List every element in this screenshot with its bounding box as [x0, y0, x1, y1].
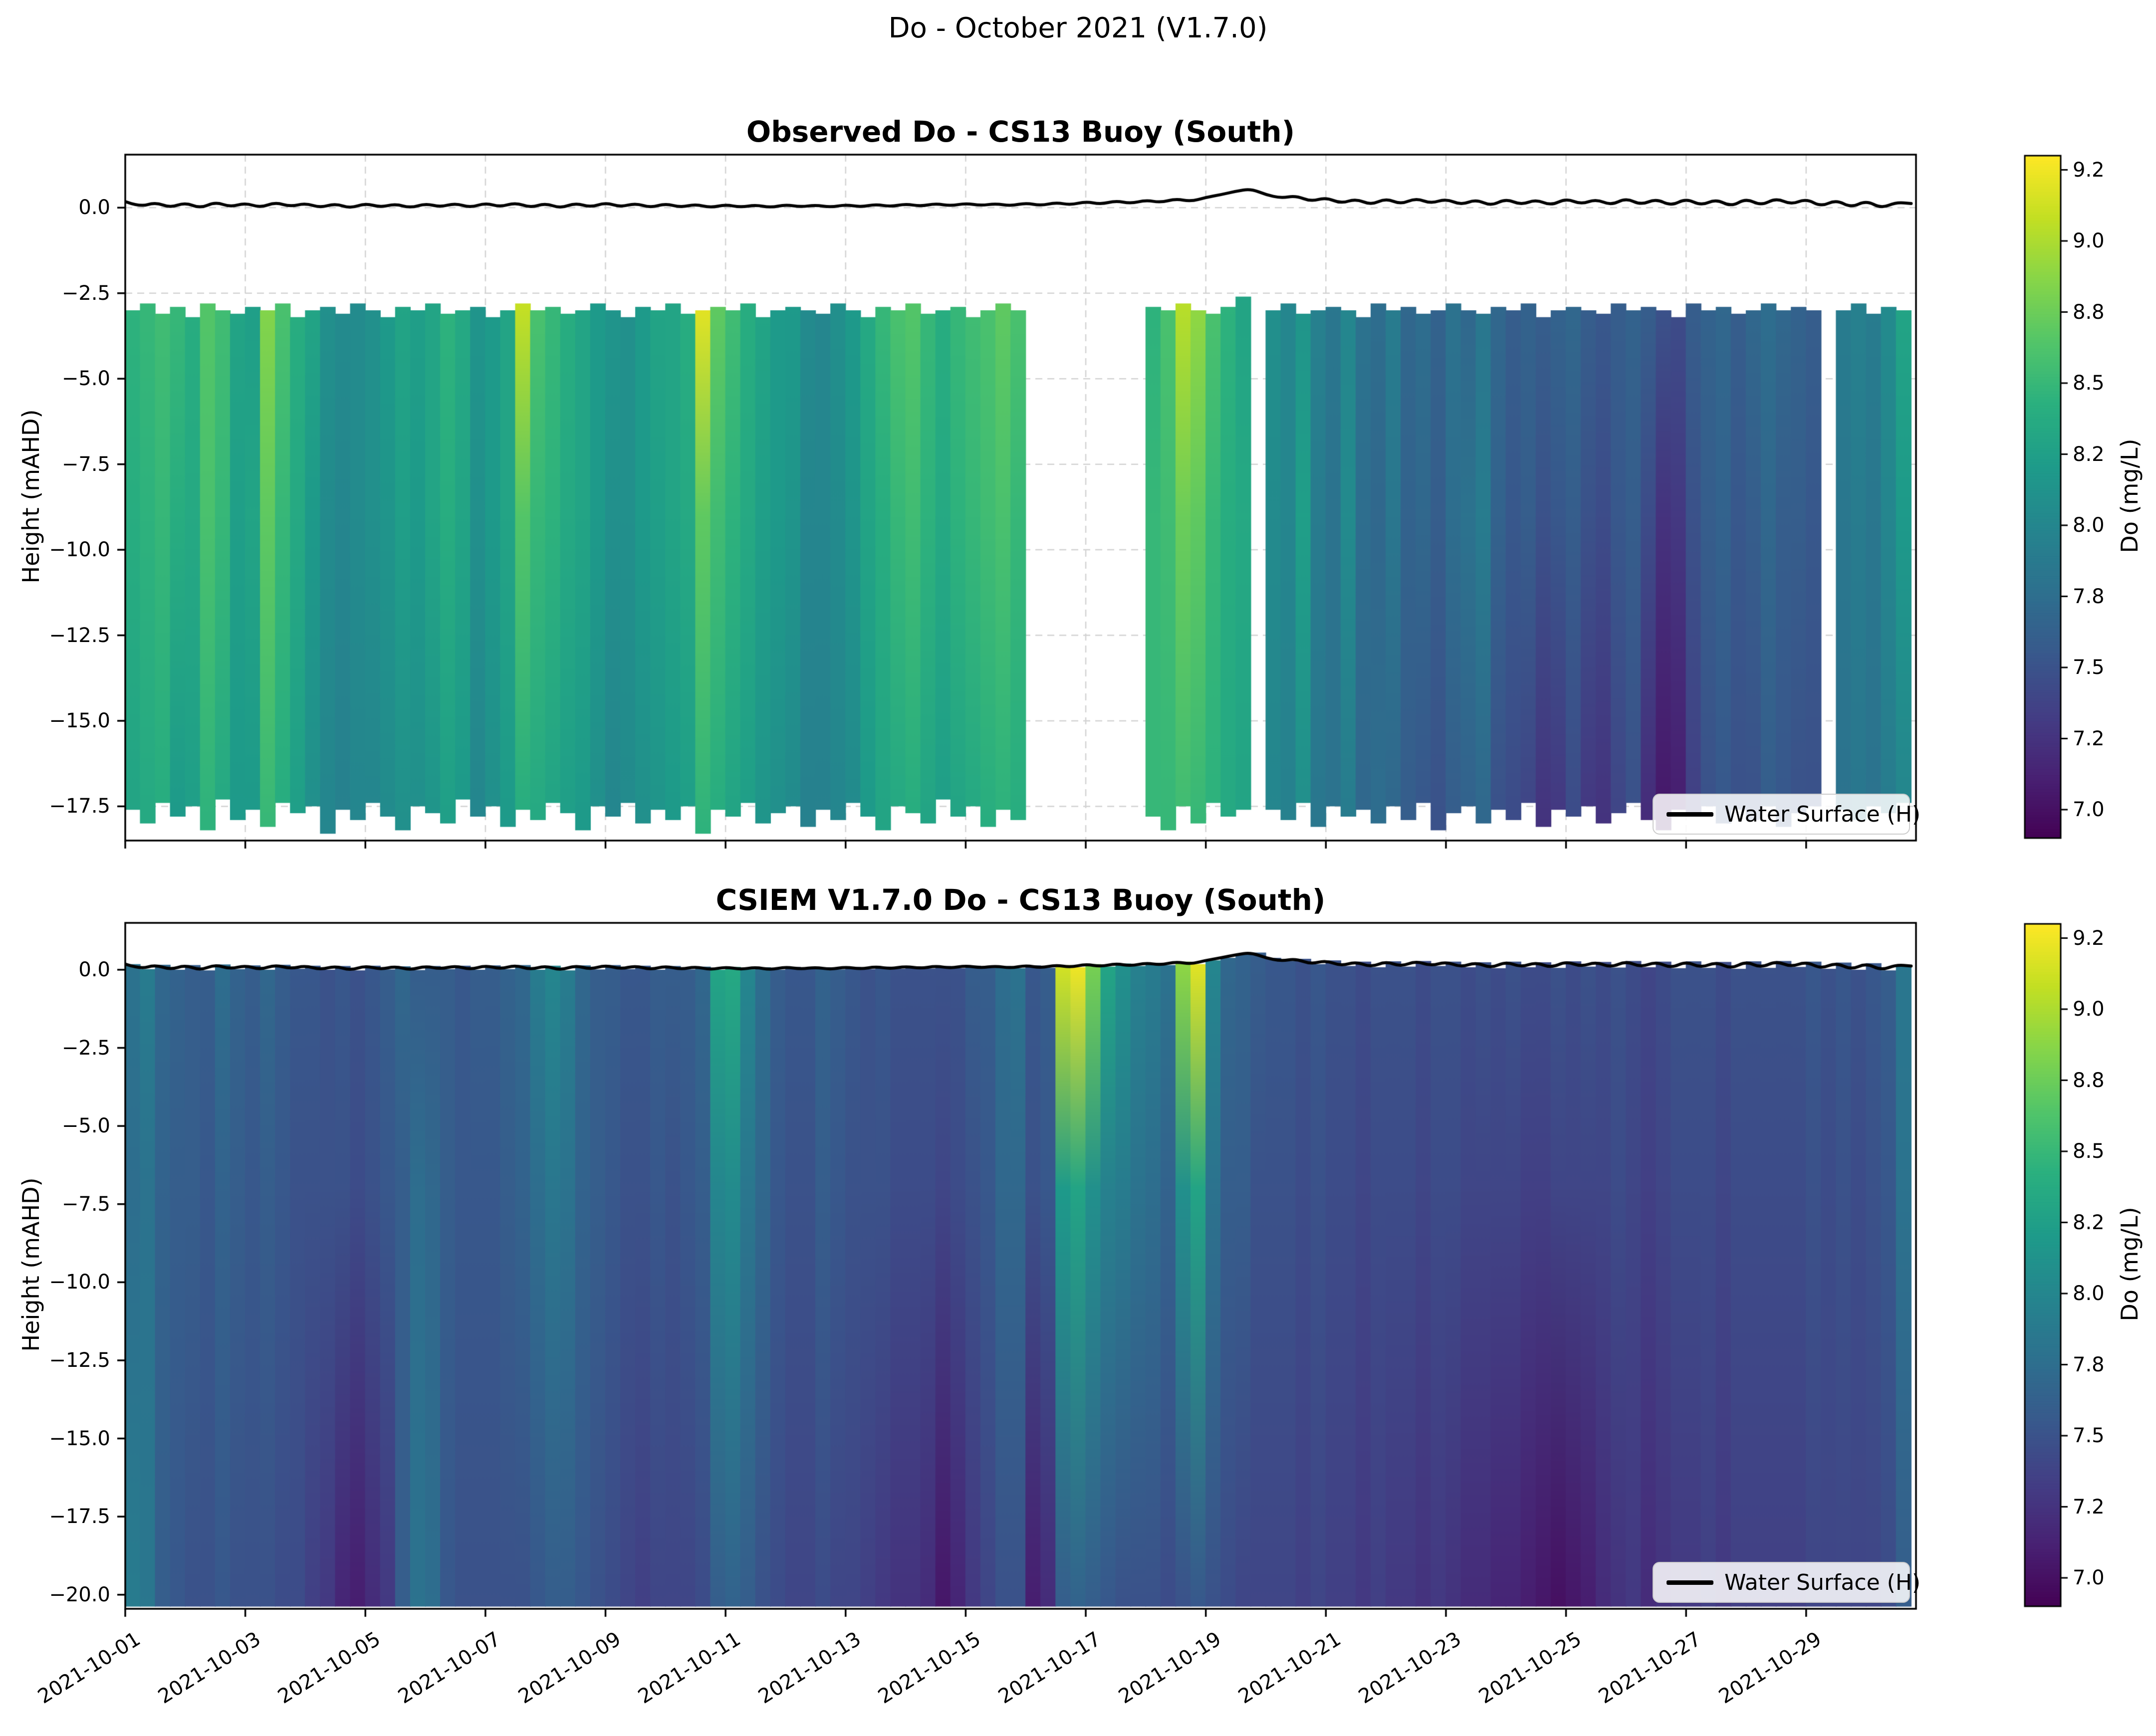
- colorbar-tick-label: 7.2: [2073, 1495, 2105, 1519]
- colorbar-tick-label: 8.2: [2073, 442, 2105, 466]
- panel-title-model: CSIEM V1.7.0 Do - CS13 Buoy (South): [716, 883, 1326, 917]
- y-tick-label: −12.5: [49, 624, 110, 647]
- y-tick-label: −17.5: [49, 795, 110, 818]
- legend-label: Water Surface (H): [1724, 801, 1921, 827]
- y-tick-label: −15.0: [49, 1427, 110, 1450]
- y-tick-label: −2.5: [61, 1036, 110, 1060]
- y-tick-label: −10.0: [49, 1271, 110, 1294]
- water-surface-line-sample: [1667, 1580, 1713, 1585]
- colorbar-label-top: Do (mg/L): [2116, 438, 2143, 553]
- colorbar-label-bottom: Do (mg/L): [2116, 1207, 2143, 1321]
- colorbar-tick-label: 8.5: [2073, 372, 2105, 395]
- colorbar-tick-label: 8.0: [2073, 1282, 2105, 1305]
- colorbar-tick-label: 8.2: [2073, 1211, 2105, 1234]
- y-tick-label: −7.5: [61, 1192, 110, 1216]
- colorbar-tick-label: 9.0: [2073, 998, 2105, 1021]
- y-tick-label: −20.0: [49, 1583, 110, 1606]
- colorbar-tick-label: 7.5: [2073, 656, 2105, 679]
- colorbar-tick-label: 8.5: [2073, 1140, 2105, 1163]
- colorbar-tick-label: 8.8: [2073, 1069, 2105, 1092]
- y-tick-label: −15.0: [49, 709, 110, 732]
- y-tick-label: −5.0: [61, 367, 110, 391]
- figure-title: Do - October 2021 (V1.7.0): [888, 12, 1268, 44]
- colorbar-tick-label: 9.2: [2073, 926, 2105, 950]
- y-tick-label: 0.0: [78, 196, 110, 219]
- y-tick-label: −12.5: [49, 1348, 110, 1372]
- y-tick-label: −7.5: [61, 452, 110, 476]
- panel-title-observed: Observed Do - CS13 Buoy (South): [746, 115, 1295, 149]
- colorbar-tick-label: 8.0: [2073, 514, 2105, 537]
- y-tick-label: −2.5: [61, 281, 110, 305]
- water-surface-line-sample: [1667, 812, 1713, 817]
- y-tick-label: −5.0: [61, 1114, 110, 1138]
- y-tick-label: −17.5: [49, 1505, 110, 1528]
- legend-box-top: Water Surface (H): [1653, 794, 1920, 835]
- colorbar-tick-label: 7.8: [2073, 585, 2105, 608]
- y-tick-label: 0.0: [78, 958, 110, 981]
- colorbar-tick-label: 9.0: [2073, 229, 2105, 252]
- legend-box-bottom: Water Surface (H): [1653, 1562, 1920, 1603]
- colorbar-tick-label: 8.8: [2073, 300, 2105, 324]
- colorbar-tick-label: 7.0: [2073, 1566, 2105, 1589]
- legend-label: Water Surface (H): [1724, 1569, 1921, 1595]
- colorbar-tick-label: 9.2: [2073, 158, 2105, 182]
- colorbar-tick-label: 7.5: [2073, 1424, 2105, 1447]
- colorbar-tick-label: 7.2: [2073, 727, 2105, 750]
- colorbar-tick-label: 7.0: [2073, 798, 2105, 821]
- colorbar-tick-label: 7.8: [2073, 1353, 2105, 1376]
- y-tick-label: −10.0: [49, 538, 110, 562]
